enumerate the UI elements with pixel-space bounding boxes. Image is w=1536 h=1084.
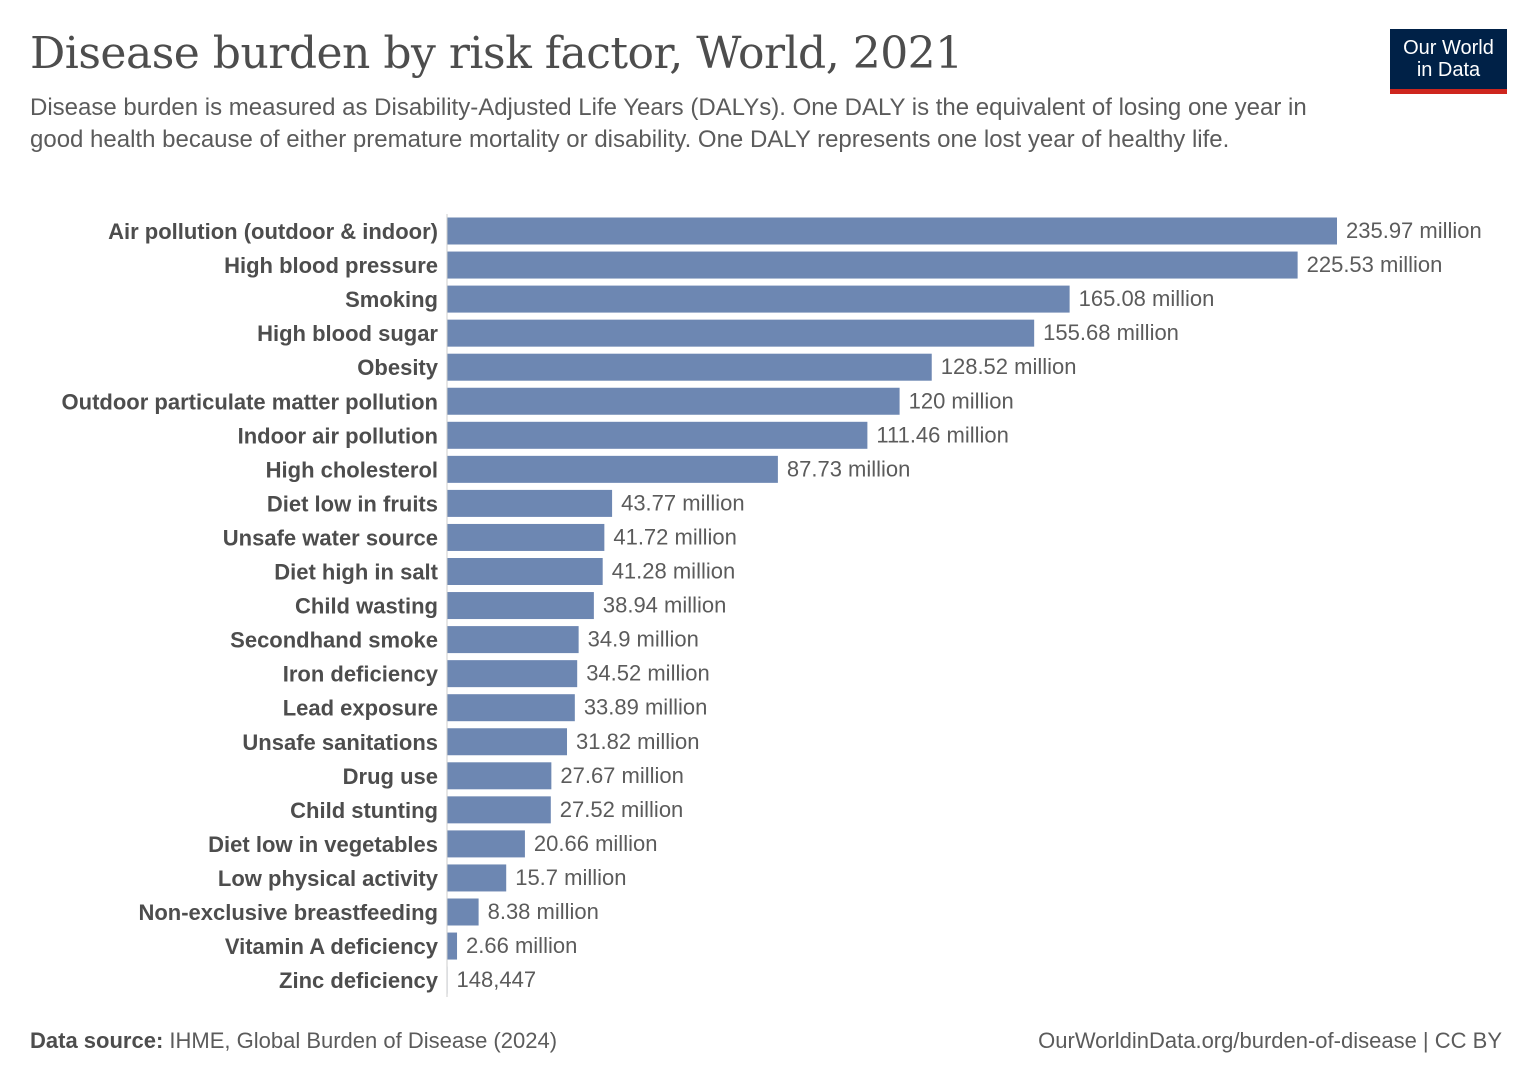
bar: [447, 898, 479, 926]
category-label: Low physical activity: [218, 866, 439, 891]
category-label: High blood pressure: [224, 253, 438, 278]
value-label: 165.08 million: [1079, 286, 1215, 311]
category-label: Diet high in salt: [274, 560, 438, 585]
value-label: 87.73 million: [787, 456, 911, 481]
bar: [447, 728, 568, 756]
value-label: 34.52 million: [586, 661, 710, 686]
category-label: Smoking: [345, 287, 438, 312]
category-label: Lead exposure: [283, 696, 438, 721]
bar: [447, 932, 458, 960]
bar: [447, 796, 551, 824]
category-label: Diet low in fruits: [267, 491, 438, 516]
bar: [447, 592, 594, 620]
bar: [447, 217, 1337, 245]
category-label: High cholesterol: [266, 457, 438, 482]
category-label: Outdoor particulate matter pollution: [62, 389, 438, 414]
value-label: 2.66 million: [466, 933, 577, 958]
bar: [447, 558, 603, 585]
category-label: Drug use: [343, 764, 438, 789]
category-label: Non-exclusive breastfeeding: [138, 900, 438, 925]
bar: [447, 421, 868, 449]
category-label: Air pollution (outdoor & indoor): [108, 219, 438, 244]
bar: [447, 626, 579, 654]
bar: [447, 353, 932, 381]
category-label: Child wasting: [295, 594, 438, 619]
bar: [447, 251, 1298, 279]
category-label: Unsafe water source: [223, 525, 438, 550]
chart-subtitle: Disease burden is measured as Disability…: [30, 94, 1307, 153]
category-label: Obesity: [357, 355, 438, 380]
value-label: 15.7 million: [515, 865, 626, 890]
logo-line1: Our World: [1403, 37, 1494, 59]
value-label: 8.38 million: [488, 899, 599, 924]
value-label: 33.89 million: [584, 695, 708, 720]
logo-line2: in Data: [1416, 59, 1481, 81]
bar: [447, 660, 578, 688]
category-label: Secondhand smoke: [230, 628, 438, 653]
value-label: 225.53 million: [1307, 252, 1443, 277]
source-text: IHME, Global Burden of Disease (2024): [163, 1028, 558, 1053]
category-label: Unsafe sanitations: [242, 730, 438, 755]
data-source: Data source: IHME, Global Burden of Dise…: [30, 1028, 557, 1054]
bar: [447, 489, 613, 517]
bar: [447, 830, 525, 858]
category-label: Indoor air pollution: [238, 423, 438, 448]
value-label: 38.94 million: [603, 593, 727, 618]
owid-logo[interactable]: Our World in Data: [1390, 29, 1507, 94]
value-label: 128.52 million: [941, 354, 1077, 379]
category-label: Diet low in vegetables: [208, 832, 438, 857]
bar: [447, 523, 605, 551]
bar: [447, 455, 778, 483]
bar: [447, 319, 1035, 347]
value-label: 235.97 million: [1346, 218, 1482, 243]
value-label: 27.52 million: [560, 797, 684, 822]
category-label: Vitamin A deficiency: [225, 934, 439, 959]
value-label: 148,447: [457, 967, 537, 992]
category-label: High blood sugar: [257, 321, 438, 346]
value-label: 41.28 million: [612, 559, 736, 584]
bar: [447, 285, 1070, 313]
source-url[interactable]: OurWorldinData.org/burden-of-disease | C…: [1038, 1028, 1502, 1053]
category-label: Zinc deficiency: [279, 968, 439, 993]
category-label: Iron deficiency: [283, 662, 439, 687]
value-label: 120 million: [909, 388, 1014, 413]
category-label: Child stunting: [290, 798, 438, 823]
value-label: 155.68 million: [1043, 320, 1179, 345]
value-label: 20.66 million: [534, 831, 658, 856]
bar: [447, 762, 552, 790]
value-label: 111.46 million: [876, 422, 1008, 447]
value-label: 27.67 million: [560, 763, 684, 788]
chart-title: Disease burden by risk factor, World, 20…: [30, 28, 963, 79]
bar: [447, 387, 900, 415]
source-label: Data source:: [30, 1028, 164, 1053]
value-label: 41.72 million: [613, 524, 737, 549]
bar: [447, 864, 507, 892]
bar: [447, 694, 575, 722]
value-label: 34.9 million: [588, 627, 699, 652]
value-label: 43.77 million: [621, 490, 745, 515]
value-label: 31.82 million: [576, 729, 700, 754]
